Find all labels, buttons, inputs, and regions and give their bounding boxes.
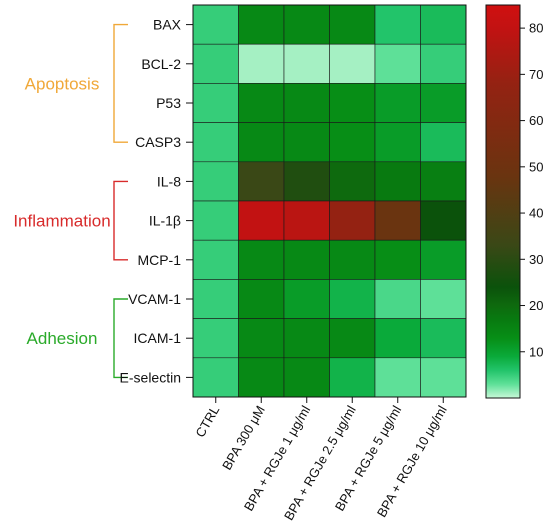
heatmap-cell bbox=[192, 318, 239, 359]
colorbar-tick-label: 60 bbox=[529, 113, 543, 128]
heatmap-cell bbox=[374, 83, 421, 123]
heatmap-cell bbox=[374, 318, 421, 359]
colorbar-tick-label: 10 bbox=[529, 344, 543, 359]
colorbar-tick-label: 20 bbox=[529, 298, 543, 313]
heatmap-cell bbox=[192, 83, 239, 123]
heatmap-cell bbox=[283, 357, 330, 398]
heatmap-cell bbox=[420, 122, 467, 163]
heatmap-border bbox=[192, 4, 467, 398]
heatmap-cell bbox=[420, 83, 467, 123]
colorbar bbox=[485, 4, 521, 399]
group-bracket bbox=[113, 23, 128, 143]
group-bracket bbox=[113, 180, 128, 261]
heatmap-cell bbox=[238, 122, 285, 163]
row-label: MCP-1 bbox=[137, 252, 181, 268]
heatmap-cell bbox=[374, 200, 421, 241]
heatmap-cell bbox=[329, 122, 376, 163]
heatmap-cell bbox=[238, 279, 285, 319]
heatmap-cell bbox=[329, 200, 376, 241]
row-label: CASP3 bbox=[135, 134, 181, 150]
heatmap-cell bbox=[192, 239, 239, 280]
heatmap-cell bbox=[374, 161, 421, 202]
heatmap-cell bbox=[192, 122, 239, 163]
heatmap-cell bbox=[329, 4, 376, 45]
heatmap-cell bbox=[329, 161, 376, 202]
colorbar-tick-label: 50 bbox=[529, 159, 543, 174]
heatmap-cell bbox=[329, 43, 376, 84]
heatmap-cell bbox=[420, 43, 467, 84]
column-label: CTRL bbox=[192, 403, 222, 440]
colorbar-tick-label: 80 bbox=[529, 21, 543, 36]
row-label: ICAM-1 bbox=[134, 330, 182, 346]
heatmap-cell bbox=[192, 43, 239, 84]
row-label: BCL-2 bbox=[141, 56, 181, 72]
heatmap-cell bbox=[238, 200, 285, 241]
heatmap-cell bbox=[420, 4, 467, 45]
row-label: IL-8 bbox=[157, 173, 181, 189]
heatmap-cell bbox=[283, 318, 330, 359]
heatmap-cell bbox=[420, 161, 467, 202]
group-label: Adhesion bbox=[27, 329, 98, 348]
heatmap-cell bbox=[238, 43, 285, 84]
heatmap-cell bbox=[192, 4, 239, 45]
heatmap-cell bbox=[283, 239, 330, 280]
group-label: Apoptosis bbox=[25, 74, 100, 93]
colorbar-tick-label: 30 bbox=[529, 252, 543, 267]
heatmap-cell bbox=[238, 239, 285, 280]
heatmap-cell bbox=[374, 4, 421, 45]
heatmap-cell bbox=[192, 357, 239, 398]
heatmap-cell bbox=[238, 4, 285, 45]
heatmap-cell bbox=[283, 161, 330, 202]
group-label: Inflammation bbox=[13, 212, 110, 231]
heatmap-cell bbox=[374, 239, 421, 280]
heatmap-cell bbox=[329, 357, 376, 398]
heatmap-cell bbox=[192, 200, 239, 241]
colorbar-tick-label: 70 bbox=[529, 67, 543, 82]
heatmap-cell bbox=[283, 83, 330, 123]
row-label: IL-1β bbox=[149, 213, 181, 229]
heatmap-cell bbox=[238, 83, 285, 123]
heatmap-cell bbox=[420, 239, 467, 280]
heatmap-cell bbox=[283, 122, 330, 163]
heatmap-cell bbox=[420, 279, 467, 319]
heatmap-cell bbox=[420, 200, 467, 241]
heatmap-cell bbox=[329, 83, 376, 123]
heatmap-cell bbox=[238, 357, 285, 398]
heatmap-cell bbox=[374, 122, 421, 163]
heatmap-cell bbox=[192, 161, 239, 202]
heatmap-cell bbox=[283, 43, 330, 84]
row-label: BAX bbox=[153, 17, 182, 33]
heatmap-cell bbox=[238, 318, 285, 359]
heatmap-cell bbox=[283, 200, 330, 241]
row-label: P53 bbox=[156, 95, 181, 111]
heatmap-cell bbox=[238, 161, 285, 202]
heatmap-cell bbox=[374, 279, 421, 319]
heatmap-cell bbox=[374, 357, 421, 398]
heatmap-cell bbox=[420, 357, 467, 398]
colorbar-tick-label: 40 bbox=[529, 206, 543, 221]
heatmap-cell bbox=[420, 318, 467, 359]
row-label: E-selectin bbox=[120, 369, 181, 385]
column-label: BPA 300 μM bbox=[219, 403, 268, 472]
heatmap-cell bbox=[374, 43, 421, 84]
group-bracket bbox=[113, 298, 128, 379]
heatmap-cell bbox=[329, 239, 376, 280]
heatmap-cell bbox=[329, 279, 376, 319]
heatmap-cell bbox=[283, 279, 330, 319]
row-label: VCAM-1 bbox=[128, 291, 181, 307]
heatmap-cell bbox=[283, 4, 330, 45]
heatmap-cell bbox=[192, 279, 239, 319]
heatmap-cell bbox=[329, 318, 376, 359]
